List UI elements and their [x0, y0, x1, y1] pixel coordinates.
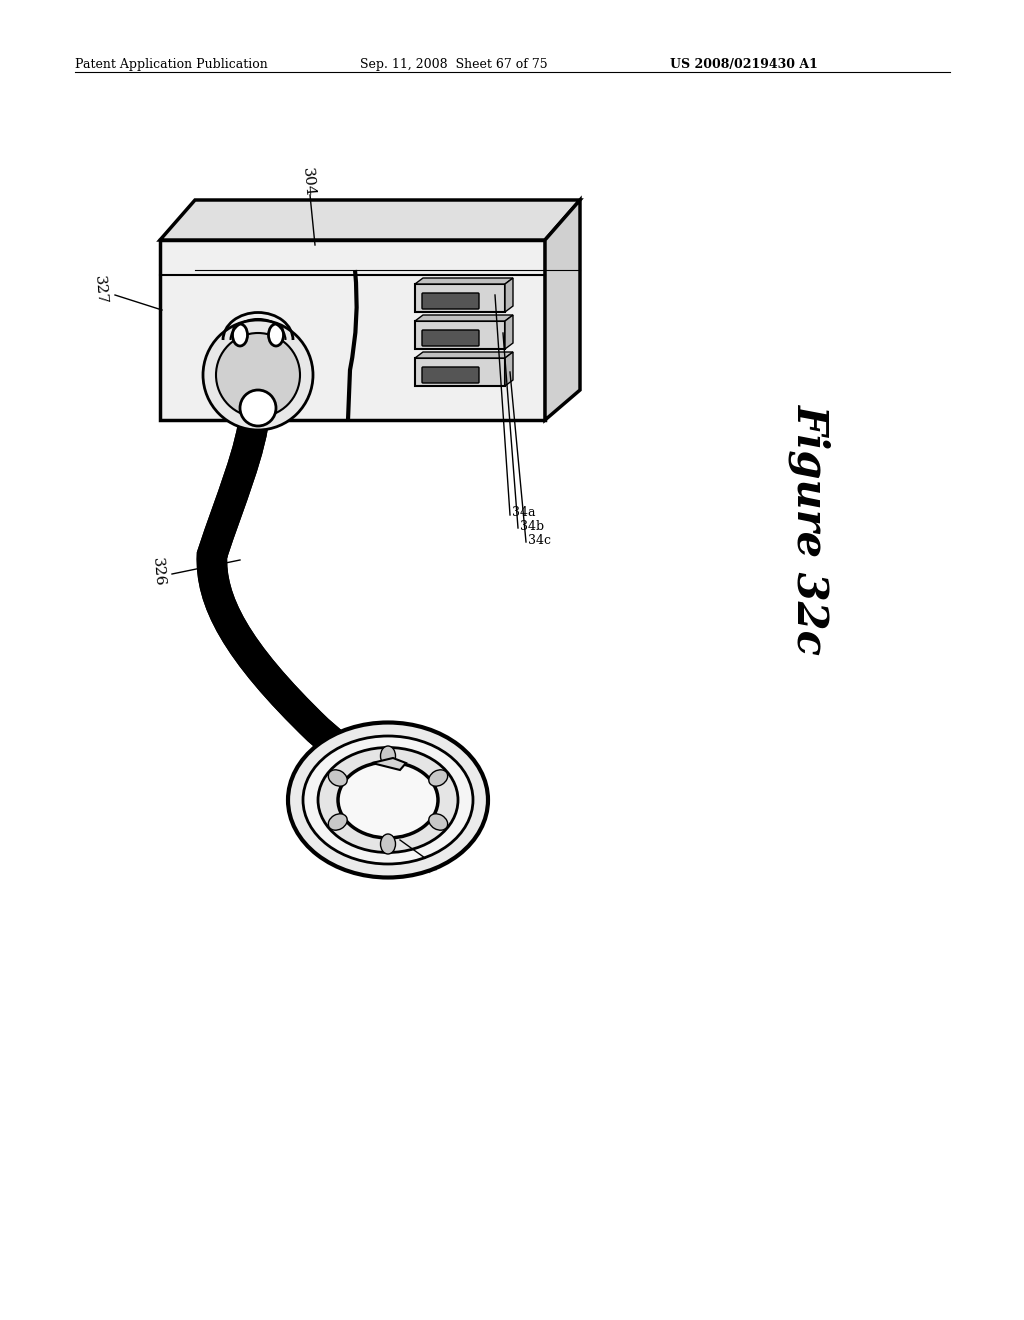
Polygon shape	[415, 352, 513, 358]
Polygon shape	[505, 315, 513, 348]
Polygon shape	[415, 321, 505, 348]
Polygon shape	[505, 279, 513, 312]
Polygon shape	[505, 352, 513, 385]
Circle shape	[203, 319, 313, 430]
Text: 304: 304	[300, 166, 316, 197]
Text: 34b: 34b	[520, 520, 544, 532]
Polygon shape	[160, 201, 580, 240]
Polygon shape	[415, 315, 513, 321]
Text: 34a: 34a	[512, 506, 536, 519]
Text: Sep. 11, 2008  Sheet 67 of 75: Sep. 11, 2008 Sheet 67 of 75	[360, 58, 548, 71]
Ellipse shape	[268, 323, 284, 346]
Polygon shape	[415, 284, 505, 312]
Text: 324: 324	[419, 845, 435, 875]
Circle shape	[216, 333, 300, 417]
Polygon shape	[160, 240, 545, 420]
Circle shape	[240, 389, 276, 426]
Text: 34c: 34c	[528, 533, 551, 546]
FancyBboxPatch shape	[422, 330, 479, 346]
Ellipse shape	[232, 323, 248, 346]
Text: Patent Application Publication: Patent Application Publication	[75, 58, 267, 71]
Ellipse shape	[288, 722, 488, 878]
Ellipse shape	[318, 747, 458, 853]
Ellipse shape	[338, 762, 438, 838]
Text: 327: 327	[92, 275, 109, 305]
Ellipse shape	[381, 746, 395, 766]
Ellipse shape	[329, 770, 347, 787]
Ellipse shape	[303, 737, 473, 865]
Ellipse shape	[429, 814, 447, 830]
Polygon shape	[415, 279, 513, 284]
Polygon shape	[415, 358, 505, 385]
Polygon shape	[358, 763, 415, 788]
FancyBboxPatch shape	[422, 293, 479, 309]
Polygon shape	[372, 758, 406, 770]
Ellipse shape	[329, 814, 347, 830]
Text: US 2008/0219430 A1: US 2008/0219430 A1	[670, 58, 818, 71]
Ellipse shape	[429, 770, 447, 787]
Text: Figure 32c: Figure 32c	[788, 404, 831, 656]
Ellipse shape	[381, 834, 395, 854]
Polygon shape	[545, 201, 580, 420]
FancyBboxPatch shape	[422, 367, 479, 383]
Text: 326: 326	[150, 557, 166, 587]
